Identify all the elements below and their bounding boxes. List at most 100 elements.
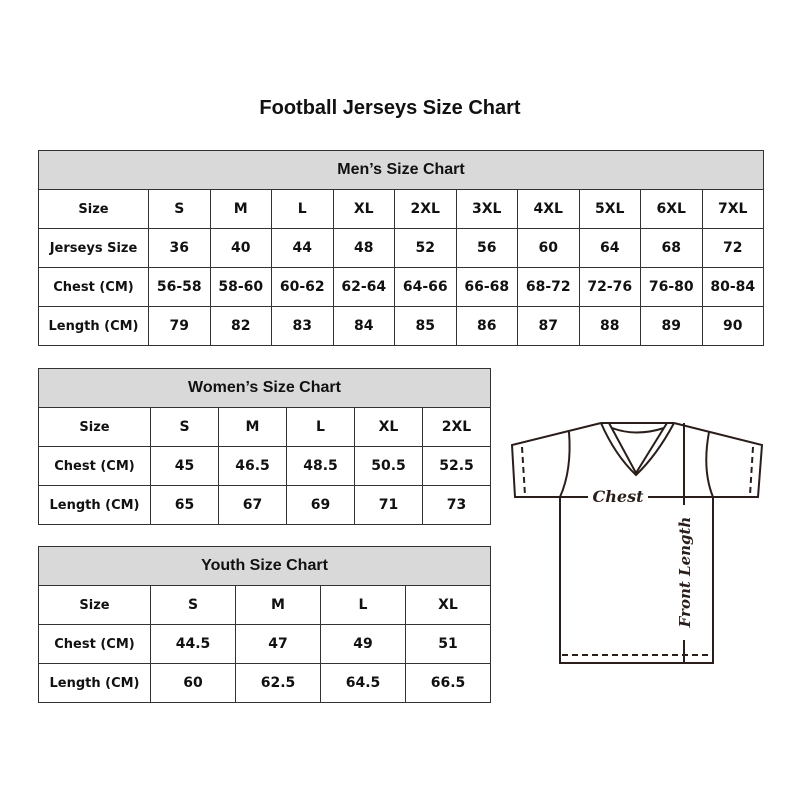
row-label: Chest (CM)	[38, 446, 151, 486]
table-row: Size S M L XL	[38, 585, 491, 625]
table-cell: 62.5	[235, 663, 321, 703]
table-cell: 64.5	[320, 663, 406, 703]
table-cell: XL	[405, 585, 491, 625]
row-label: Jerseys Size	[38, 228, 149, 268]
table-cell: 46.5	[218, 446, 287, 486]
table-cell: 67	[218, 485, 287, 525]
table-cell: L	[271, 189, 334, 229]
row-label: Length (CM)	[38, 306, 149, 346]
table-cell: 45	[150, 446, 219, 486]
stitch-lines	[521, 446, 754, 656]
row-label: Size	[38, 407, 151, 447]
table-cell: 87	[517, 306, 580, 346]
table-cell: 50.5	[354, 446, 423, 486]
table-cell: 2XL	[394, 189, 457, 229]
table-cell: 73	[422, 485, 491, 525]
table-row: Chest (CM) 44.5 47 49 51	[38, 624, 491, 664]
table-cell: 68-72	[517, 267, 580, 307]
table-cell: 84	[332, 306, 395, 346]
table-row: Length (CM) 65 67 69 71 73	[38, 485, 491, 525]
table-cell: 2XL	[422, 407, 491, 447]
table-row: Jerseys Size 36 40 44 48 52 56 60 64 68 72	[38, 228, 764, 268]
table-cell: 5XL	[578, 189, 641, 229]
table-cell: 56-58	[148, 267, 211, 307]
table-cell: 49	[320, 624, 406, 664]
youth-size-table: Youth Size Chart Size S M L XL Chest (CM) 44.5 4…	[38, 546, 491, 703]
table-cell: 69	[286, 485, 355, 525]
table-cell: 47	[235, 624, 321, 664]
table-cell: 88	[578, 306, 641, 346]
table-cell: 7XL	[701, 189, 764, 229]
table-cell: 48	[332, 228, 395, 268]
table-cell: 56	[455, 228, 518, 268]
table-cell: L	[286, 407, 355, 447]
table-cell: 40	[209, 228, 272, 268]
table-cell: 64-66	[394, 267, 457, 307]
womens-size-table: Women’s Size Chart Size S M L XL 2XL Chest (CM)…	[38, 368, 491, 525]
table-heading: Men’s Size Chart	[38, 150, 764, 190]
table-cell: 66-68	[455, 267, 518, 307]
table-row: Chest (CM) 45 46.5 48.5 50.5 52.5	[38, 446, 491, 486]
table-cell: 6XL	[640, 189, 703, 229]
table-row: Size S M L XL 2XL	[38, 407, 491, 447]
table-cell: 44	[271, 228, 334, 268]
table-cell: 90	[701, 306, 764, 346]
table-cell: XL	[354, 407, 423, 447]
row-label: Size	[38, 189, 149, 229]
table-cell: 83	[271, 306, 334, 346]
table-cell: 36	[148, 228, 211, 268]
mens-size-table: Men’s Size Chart Size S M L XL 2XL 3XL 4XL 5XL 6XL…	[38, 150, 764, 346]
chest-label: Chest	[593, 487, 645, 506]
table-cell: 4XL	[517, 189, 580, 229]
table-cell: 65	[150, 485, 219, 525]
table-cell: 76-80	[640, 267, 703, 307]
table-heading-row: Men’s Size Chart	[38, 150, 764, 190]
table-cell: 68	[640, 228, 703, 268]
row-label: Size	[38, 585, 151, 625]
table-heading-row: Youth Size Chart	[38, 546, 491, 586]
table-cell: 85	[394, 306, 457, 346]
page-title: Football Jerseys Size Chart	[259, 97, 521, 119]
row-label: Length (CM)	[38, 663, 151, 703]
table-cell: 44.5	[150, 624, 236, 664]
table-row: Size S M L XL 2XL 3XL 4XL 5XL 6XL 7XL	[38, 189, 764, 229]
table-cell: L	[320, 585, 406, 625]
table-cell: M	[235, 585, 321, 625]
table-cell: 89	[640, 306, 703, 346]
table-cell: S	[150, 407, 219, 447]
table-cell: 60	[150, 663, 236, 703]
table-cell: 51	[405, 624, 491, 664]
table-cell: 64	[578, 228, 641, 268]
table-cell: 72	[701, 228, 764, 268]
table-cell: 72-76	[578, 267, 641, 307]
table-cell: S	[150, 585, 236, 625]
table-cell: M	[218, 407, 287, 447]
table-cell: 62-64	[332, 267, 395, 307]
table-heading: Women’s Size Chart	[38, 368, 491, 408]
table-row: Length (CM) 60 62.5 64.5 66.5	[38, 663, 491, 703]
table-cell: 66.5	[405, 663, 491, 703]
table-cell: 71	[354, 485, 423, 525]
table-cell: 52.5	[422, 446, 491, 486]
table-cell: 48.5	[286, 446, 355, 486]
table-cell: 80-84	[701, 267, 764, 307]
table-cell: 52	[394, 228, 457, 268]
row-label: Chest (CM)	[38, 624, 151, 664]
front-length-label: Front Length	[676, 517, 694, 629]
table-heading: Youth Size Chart	[38, 546, 491, 586]
table-cell: 79	[148, 306, 211, 346]
table-cell: 60-62	[271, 267, 334, 307]
table-row: Length (CM) 79 82 83 84 85 86 87 88 89 90	[38, 306, 764, 346]
table-cell: 58-60	[209, 267, 272, 307]
jersey-diagram: Chest Front Length	[510, 422, 764, 664]
row-label: Length (CM)	[38, 485, 151, 525]
table-cell: 3XL	[455, 189, 518, 229]
jersey-outline	[510, 422, 764, 664]
table-cell: S	[148, 189, 211, 229]
table-cell: 86	[455, 306, 518, 346]
table-cell: M	[209, 189, 272, 229]
row-label: Chest (CM)	[38, 267, 149, 307]
table-cell: XL	[332, 189, 395, 229]
table-cell: 60	[517, 228, 580, 268]
table-row: Chest (CM) 56-58 58-60 60-62 62-64 64-66 66-68…	[38, 267, 764, 307]
